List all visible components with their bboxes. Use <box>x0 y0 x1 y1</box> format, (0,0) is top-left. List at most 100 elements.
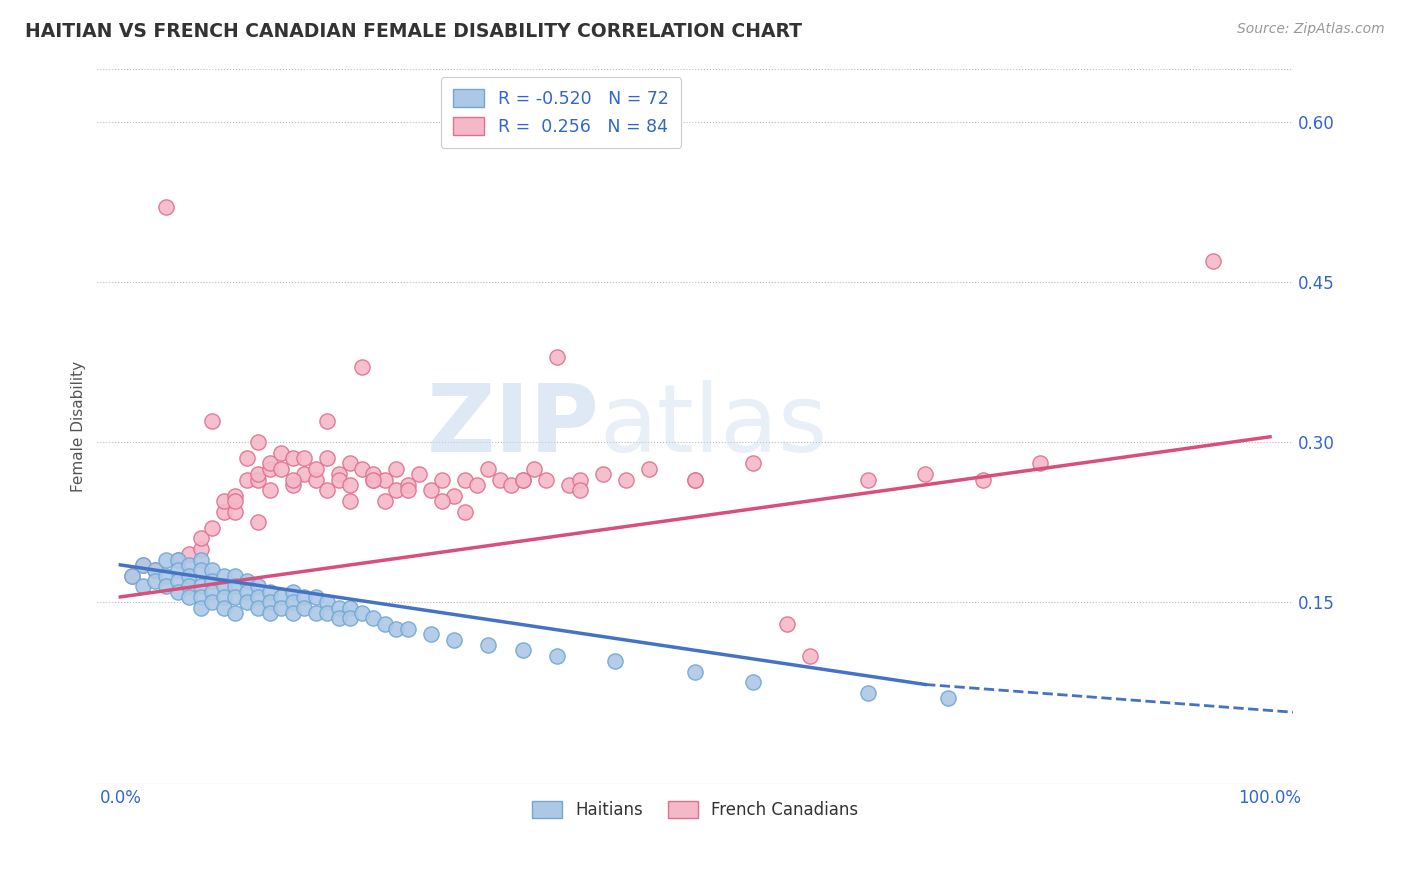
Point <box>316 595 339 609</box>
Point <box>683 473 706 487</box>
Point <box>270 590 292 604</box>
Point <box>224 590 246 604</box>
Point <box>190 590 212 604</box>
Point <box>247 473 270 487</box>
Point <box>385 622 408 636</box>
Point <box>236 584 259 599</box>
Point <box>201 574 224 588</box>
Point <box>247 435 270 450</box>
Point <box>201 584 224 599</box>
Text: atlas: atlas <box>599 380 828 472</box>
Point <box>212 579 235 593</box>
Point <box>776 616 799 631</box>
Point <box>292 590 315 604</box>
Point <box>1201 253 1223 268</box>
Point <box>259 606 281 620</box>
Y-axis label: Female Disability: Female Disability <box>72 360 86 491</box>
Point <box>190 600 212 615</box>
Point <box>259 595 281 609</box>
Point <box>132 558 155 572</box>
Point <box>155 568 177 582</box>
Point <box>512 473 534 487</box>
Point <box>557 478 579 492</box>
Point <box>316 606 339 620</box>
Point <box>396 478 419 492</box>
Point <box>328 473 350 487</box>
Point <box>603 654 626 668</box>
Point <box>328 467 350 482</box>
Point <box>292 451 315 466</box>
Point <box>741 457 763 471</box>
Point <box>270 600 292 615</box>
Point <box>281 473 304 487</box>
Point <box>454 504 477 518</box>
Point <box>316 451 339 466</box>
Point <box>385 462 408 476</box>
Point <box>212 600 235 615</box>
Point <box>339 600 361 615</box>
Point <box>143 563 166 577</box>
Point <box>856 686 879 700</box>
Point <box>339 457 361 471</box>
Point <box>432 473 454 487</box>
Point <box>361 467 384 482</box>
Point <box>534 473 557 487</box>
Point <box>374 493 396 508</box>
Point <box>270 462 292 476</box>
Legend: Haitians, French Canadians: Haitians, French Canadians <box>526 794 865 825</box>
Point <box>477 638 499 652</box>
Point <box>914 467 936 482</box>
Point <box>465 478 488 492</box>
Point <box>683 665 706 679</box>
Point <box>190 552 212 566</box>
Point <box>361 473 384 487</box>
Point <box>292 600 315 615</box>
Point <box>201 595 224 609</box>
Point <box>432 493 454 508</box>
Point <box>281 584 304 599</box>
Point <box>224 489 246 503</box>
Point <box>512 643 534 657</box>
Point <box>374 616 396 631</box>
Point <box>546 350 568 364</box>
Point <box>179 590 201 604</box>
Point <box>212 493 235 508</box>
Point <box>259 462 281 476</box>
Point <box>166 552 188 566</box>
Point <box>305 473 328 487</box>
Point <box>523 462 546 476</box>
Point <box>361 611 384 625</box>
Point <box>201 520 224 534</box>
Point <box>305 462 328 476</box>
Point <box>339 478 361 492</box>
Point <box>143 563 166 577</box>
Point <box>247 590 270 604</box>
Point <box>546 648 568 663</box>
Point <box>201 563 224 577</box>
Point <box>212 504 235 518</box>
Point <box>683 473 706 487</box>
Point <box>155 552 177 566</box>
Point <box>361 473 384 487</box>
Point <box>488 473 510 487</box>
Point <box>419 483 441 498</box>
Point <box>501 478 523 492</box>
Point <box>350 606 373 620</box>
Text: HAITIAN VS FRENCH CANADIAN FEMALE DISABILITY CORRELATION CHART: HAITIAN VS FRENCH CANADIAN FEMALE DISABI… <box>25 22 803 41</box>
Point <box>247 600 270 615</box>
Point <box>396 622 419 636</box>
Point <box>259 483 281 498</box>
Point <box>281 451 304 466</box>
Point <box>247 467 270 482</box>
Point <box>224 493 246 508</box>
Point <box>385 483 408 498</box>
Point <box>396 483 419 498</box>
Point <box>270 446 292 460</box>
Point <box>155 200 177 214</box>
Point <box>972 473 994 487</box>
Point <box>212 590 235 604</box>
Point <box>224 568 246 582</box>
Point <box>512 473 534 487</box>
Point <box>281 478 304 492</box>
Point <box>224 504 246 518</box>
